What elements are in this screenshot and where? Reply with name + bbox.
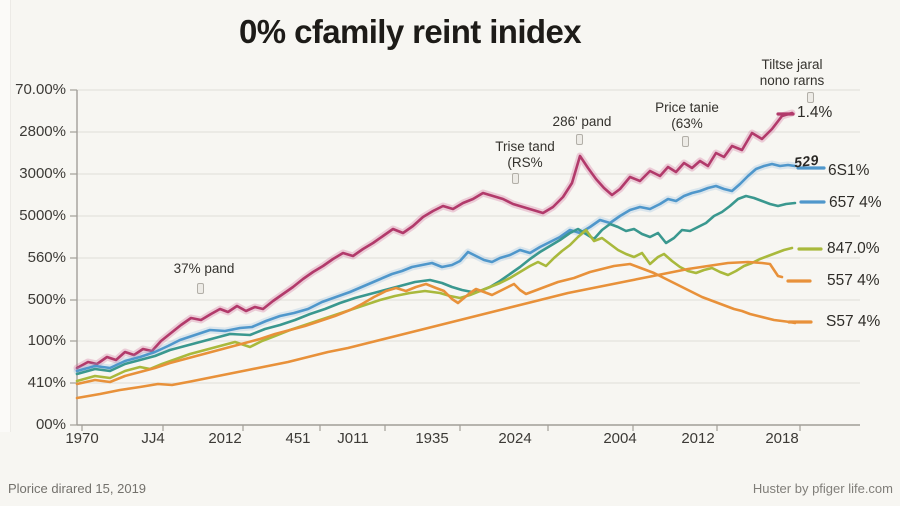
blue-line [75,162,797,373]
x-axis-label: 1935 [415,430,449,447]
blue-line-superscript: 529 [793,151,820,171]
x-axis-label: 451 [285,430,311,447]
y-axis-label: 500% [27,291,66,308]
x-axis-label: J011 [337,430,369,447]
pink-top-line-halo [73,109,796,372]
pink-top-line [75,111,794,370]
x-axis-label: 2012 [208,430,242,447]
teal-line [75,194,797,376]
y-axis-label: 3000% [19,165,66,182]
x-axis-label: 2004 [603,430,637,447]
chart-title: 0% cfamily reint inidex [239,13,582,50]
orange-falling-line-end-label: S57 4% [826,313,881,330]
footer-credit-right: Huster by pfiger life.com [752,481,893,496]
annotation-line: 37% pand [173,261,235,276]
annotation-label: Price tanie (63% [655,100,719,131]
orange-falling-line [75,262,797,386]
teal-line-end-label: 657 4% [829,194,882,211]
annotation-line: nono rarns [759,72,825,88]
annotation-label: Tiltse jaral nono rarns [760,57,825,88]
x-axis-label: JJ4 [141,430,165,447]
y-axis-label: 100% [27,332,66,349]
blue-line-end-label: 6S1% [828,162,870,179]
annotation-label: 286' pand [553,114,612,130]
y-axis-label: 00% [35,416,66,433]
annotation-line: Price tanie [655,100,719,115]
y-axis-label: 5000% [19,207,66,224]
olive-line [75,228,794,383]
left-edge-strip [0,0,11,432]
annotation-line: (63% [671,115,703,131]
footer-note-left: Plorice dirared 15, 2019 [8,481,147,496]
annotation-line: Tiltse jaral [761,57,823,72]
y-axis-label: 560% [27,249,66,266]
annotation-line: (RS% [507,154,543,170]
orange-rising-line [75,260,784,400]
annotation-marker-box [807,92,814,103]
x-axis-label: 1970 [65,430,99,447]
y-axis-label: 2800% [19,123,66,140]
olive-line-end-label: 847.0% [827,240,880,257]
annotation-label: 37% pand [174,261,235,277]
annotation-line: 286' pand [552,114,612,129]
orange-rising-line-end-label: 557 4% [827,272,880,289]
y-axis-label: 410% [27,374,66,391]
x-axis-label: 2018 [765,430,799,447]
annotation-line: Trise tand [495,139,555,154]
annotation-label: Trise tand (RS% [495,139,555,170]
annotation-marker-box [576,134,583,145]
annotation-marker-box [512,173,519,184]
annotation-marker-box [682,136,689,147]
pink-top-line-end-label: 1.4% [797,104,833,121]
y-axis-label: 70.00% [15,81,66,98]
x-axis-label: 2012 [681,430,715,447]
annotation-marker-box [197,283,204,294]
x-axis-label: 2024 [498,430,532,447]
